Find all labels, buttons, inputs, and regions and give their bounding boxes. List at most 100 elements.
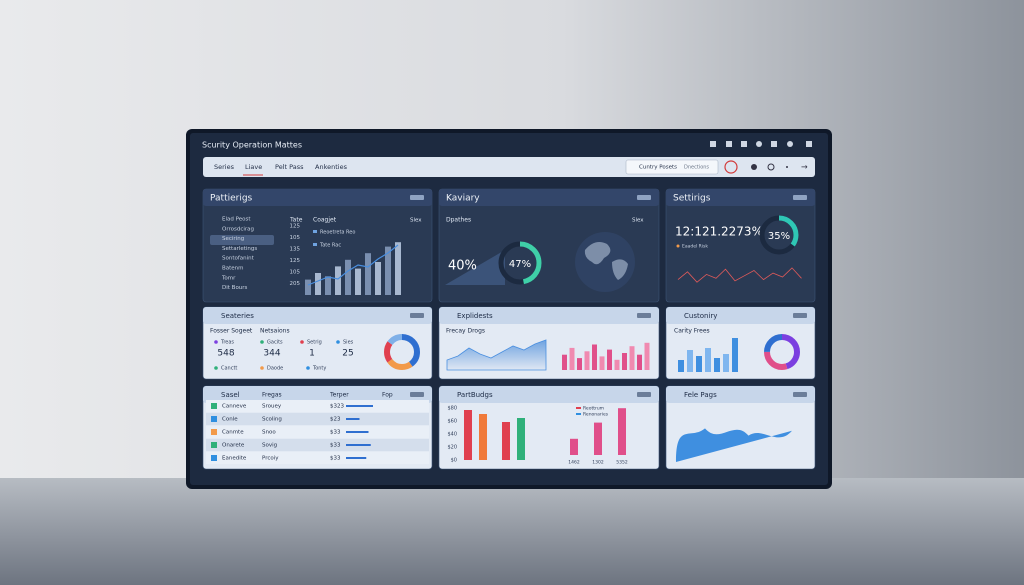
progress — [346, 457, 367, 459]
legend-swatch — [576, 413, 581, 415]
bar — [614, 359, 620, 370]
progress — [346, 444, 371, 446]
panel-header — [666, 386, 815, 403]
row-bg — [206, 413, 429, 425]
bar — [678, 360, 684, 372]
cell: $323 — [330, 404, 344, 410]
row-icon — [211, 429, 217, 435]
bar — [629, 346, 635, 370]
legend-dot — [306, 366, 310, 370]
panel-menu[interactable] — [793, 313, 807, 318]
button-label: Slex — [410, 218, 422, 224]
nav-tab: Pelt Pass — [275, 163, 304, 171]
bar — [577, 358, 582, 370]
filter-text: Dnections — [684, 165, 709, 171]
cell: $23 — [330, 417, 341, 423]
subtitle: Dpathes — [446, 217, 471, 224]
icon[interactable] — [741, 141, 747, 147]
stat-name: Setrig — [307, 340, 322, 346]
panel-header — [666, 189, 815, 206]
nav-icon[interactable]: → — [801, 163, 808, 172]
bar — [592, 344, 597, 370]
panel-menu[interactable] — [637, 313, 651, 318]
axis-label: 125 — [290, 224, 301, 230]
axis-label: 105 — [290, 270, 301, 276]
legend-text: Reottrum — [583, 406, 604, 412]
land — [584, 242, 628, 280]
progress — [346, 431, 369, 433]
bar — [584, 351, 590, 370]
window-title: Scurity Operation Mattes — [202, 141, 302, 150]
highlight — [210, 235, 274, 245]
nav-icon[interactable] — [751, 164, 757, 170]
panel-menu[interactable] — [410, 313, 424, 318]
bar — [325, 276, 331, 295]
bar — [569, 347, 575, 370]
stat-dot — [260, 340, 264, 344]
nav-tab: Series — [214, 163, 235, 171]
row-bg — [206, 426, 429, 438]
bar — [517, 418, 525, 460]
row-bg — [206, 439, 429, 451]
panel-header — [203, 189, 432, 206]
row-icon — [211, 442, 217, 448]
axis-label: $20 — [447, 445, 457, 451]
legend-swatch — [576, 407, 581, 409]
menu-item: Orrosdcirag — [222, 226, 254, 232]
bar — [732, 338, 738, 372]
nav-tab: Liave — [245, 163, 262, 171]
panel-menu[interactable] — [410, 195, 424, 200]
icon[interactable] — [806, 141, 812, 147]
legend-swatch — [313, 230, 317, 233]
icon[interactable] — [756, 141, 762, 147]
axis-label: 135 — [290, 247, 301, 253]
stat: 12:121.2273% — [675, 225, 763, 239]
stat-name: Treas — [220, 340, 234, 346]
search-box[interactable] — [625, 159, 719, 175]
panel-title: Pattierigs — [210, 194, 253, 204]
panel-title: Custoniry — [684, 312, 717, 320]
cell: Prcoiy — [262, 456, 279, 462]
panel-title: Fele Pags — [684, 391, 717, 399]
panel-menu[interactable] — [637, 195, 651, 200]
bar — [464, 410, 472, 460]
panel-header — [439, 307, 659, 324]
icon[interactable] — [771, 141, 777, 147]
legend-text: Renonaries — [583, 412, 609, 418]
panel-menu[interactable] — [637, 392, 651, 397]
panel-title: Explidests — [457, 312, 493, 320]
x-label: 1462 — [568, 460, 580, 466]
column-header: Tate — [289, 217, 303, 224]
bar — [315, 273, 321, 295]
panel-title: Sasel — [221, 391, 240, 399]
legend-text: Daode — [267, 366, 283, 372]
cell: Canneve — [222, 404, 247, 410]
axis-label: $40 — [447, 432, 457, 438]
panel-menu[interactable] — [793, 392, 807, 397]
x-label: 1302 — [592, 460, 604, 466]
panel-menu[interactable] — [410, 392, 424, 397]
icon[interactable] — [726, 141, 732, 147]
area — [676, 428, 792, 462]
bar — [594, 422, 602, 455]
stat-value: 344 — [263, 349, 280, 359]
cell: $33 — [330, 430, 341, 436]
bar — [570, 438, 578, 455]
bar — [345, 259, 351, 295]
icon[interactable] — [710, 141, 716, 147]
nav-icon[interactable] — [786, 166, 788, 168]
nav-icon[interactable] — [767, 163, 775, 171]
legend-swatch — [313, 243, 317, 246]
column-header: Fregas — [262, 392, 282, 399]
bar — [637, 354, 642, 370]
column-header: Coagjet — [313, 217, 337, 224]
panel-title: PartBudgs — [457, 391, 493, 399]
bar — [723, 354, 729, 372]
progress — [346, 418, 360, 420]
panel-menu[interactable] — [793, 195, 807, 200]
legend-dot — [676, 244, 680, 248]
legend-text: Tate Rac — [319, 243, 341, 249]
legend-text: Reoetreta Reo — [320, 230, 355, 236]
icon[interactable] — [787, 141, 793, 147]
alert-button[interactable] — [724, 160, 738, 174]
